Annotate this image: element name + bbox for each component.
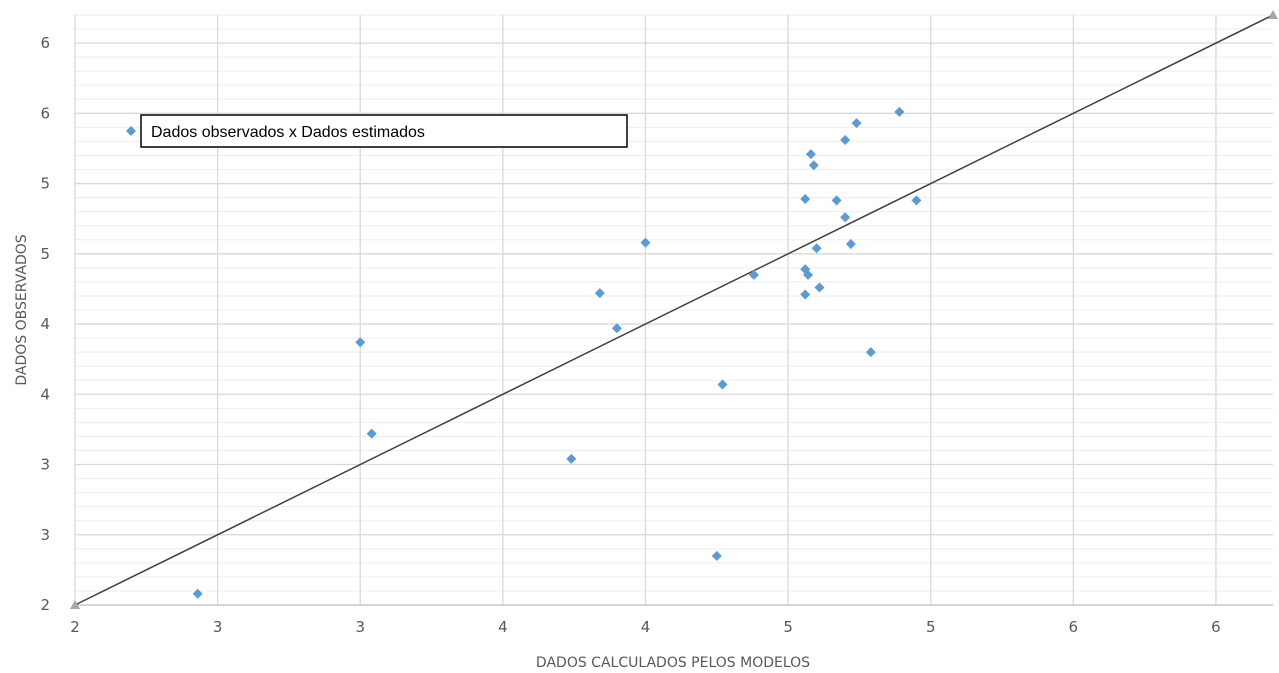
legend: Dados observados x Dados estimados [126,114,628,148]
data-point [594,288,605,299]
data-point [808,160,819,171]
y-tick-label: 4 [40,385,50,403]
y-tick-label: 6 [40,104,50,122]
data-point [803,269,814,280]
x-tick-label: 4 [641,618,651,636]
data-point [811,243,822,254]
data-point [865,347,876,358]
x-axis-ticks: 2 3 3 4 4 5 5 6 6 [70,618,1220,636]
legend-box [140,114,628,148]
line-end-marker [1268,10,1278,19]
data-point [566,453,577,464]
data-point [840,135,851,146]
data-point [845,238,856,249]
x-tick-label: 2 [70,618,80,636]
y-tick-label: 5 [40,175,50,193]
y-tick-label: 3 [40,456,50,474]
x-tick-label: 4 [498,618,508,636]
y-tick-label: 2 [40,596,50,614]
data-point [192,588,203,599]
legend-label: Dados observados x Dados estimados [151,124,425,141]
data-point [840,212,851,223]
x-tick-label: 5 [926,618,936,636]
data-point [800,289,811,300]
data-point [800,194,811,205]
x-tick-label: 5 [783,618,793,636]
data-point [640,237,651,248]
data-point [831,195,842,206]
data-point [717,379,728,390]
line-end-marker [70,600,80,609]
data-point [748,269,759,280]
data-point [814,282,825,293]
data-point [366,428,377,439]
data-point [611,323,622,334]
y-tick-label: 6 [40,34,50,52]
x-tick-label: 3 [355,618,365,636]
reference-line [70,10,1278,609]
data-points [192,106,922,599]
grid-lines [74,14,1273,606]
data-point [805,149,816,160]
data-point [355,337,366,348]
x-tick-label: 6 [1211,618,1221,636]
x-axis-title: DADOS CALCULADOS PELOS MODELOS [536,655,810,671]
legend-marker-icon [126,126,136,136]
y-tick-label: 3 [40,526,50,544]
identity-line [74,14,1274,606]
y-tick-label: 5 [40,245,50,263]
data-point [851,118,862,129]
y-tick-label: 4 [40,315,50,333]
y-axis-ticks: 2 3 3 4 4 5 5 6 6 [40,34,50,614]
data-point [711,550,722,561]
x-tick-label: 6 [1069,618,1079,636]
x-tick-label: 3 [213,618,223,636]
data-point [911,195,922,206]
data-point [894,106,905,117]
y-axis-title: DADOS OBSERVADOS [14,234,30,385]
